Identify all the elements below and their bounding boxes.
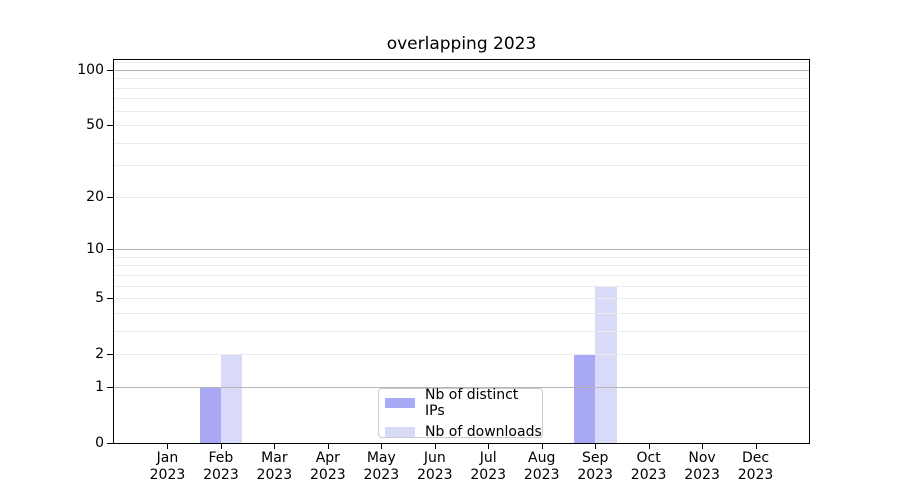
legend: Nb of distinct IPs Nb of downloads [378, 387, 543, 440]
y-tick-mark [107, 197, 114, 198]
bar-nb-of-distinct-ips [199, 386, 221, 443]
x-tick-mark [381, 444, 382, 449]
x-tick-label: Jan 2023 [149, 450, 186, 483]
gridline-minor [114, 143, 809, 144]
y-tick-mark [107, 387, 114, 388]
gridline-minor [114, 98, 809, 99]
x-tick-label: Oct 2023 [630, 450, 667, 483]
y-tick-label: 5 [95, 290, 104, 307]
x-tick-mark [274, 444, 275, 449]
x-tick-mark [221, 444, 222, 449]
y-tick-mark [107, 249, 114, 250]
x-tick-mark [488, 444, 489, 449]
legend-item-label: Nb of distinct IPs [425, 386, 519, 419]
gridline-minor [114, 265, 809, 266]
legend-swatch-icon [385, 397, 415, 408]
x-tick-label: Nov 2023 [684, 450, 720, 483]
y-tick-label: 100 [77, 61, 104, 78]
gridline-minor [114, 354, 809, 355]
x-tick-mark [328, 444, 329, 449]
gridline-major [114, 70, 809, 71]
y-tick-mark [107, 298, 114, 299]
gridline-minor [114, 62, 809, 63]
y-tick-mark [107, 70, 114, 71]
gridline-minor [114, 197, 809, 198]
gridline-minor [114, 298, 809, 299]
gridline-major [114, 387, 809, 388]
y-tick-label: 50 [86, 117, 104, 134]
gridline-minor [114, 331, 809, 332]
gridline-minor [114, 88, 809, 89]
bar-nb-of-downloads [220, 354, 243, 443]
x-tick-label: Aug 2023 [523, 450, 560, 483]
bar-nb-of-distinct-ips [573, 354, 596, 443]
legend-item-label: Nb of downloads [425, 423, 542, 440]
x-tick-label: Sep 2023 [577, 450, 613, 483]
x-tick-label: Dec 2023 [737, 450, 774, 483]
gridline-minor [114, 286, 809, 287]
gridline-minor [114, 275, 809, 276]
x-tick-mark [167, 444, 168, 449]
legend-item: Nb of distinct IPs [385, 387, 542, 419]
gridline-minor [114, 78, 809, 79]
legend-swatch-icon [385, 426, 415, 437]
y-tick-label: 10 [86, 241, 104, 258]
gridline-minor [114, 165, 809, 166]
x-tick-label: Apr 2023 [310, 450, 346, 483]
x-tick-mark [649, 444, 650, 449]
chart-title: overlapping 2023 [386, 34, 537, 54]
x-tick-mark [756, 444, 757, 449]
y-tick-label: 0 [95, 435, 104, 451]
x-tick-label: Feb 2023 [203, 450, 239, 483]
y-tick-label: 2 [95, 346, 104, 363]
gridline-major [114, 249, 809, 250]
x-tick-mark [435, 444, 436, 449]
gridline-minor [114, 125, 809, 126]
x-tick-label: Jun 2023 [416, 450, 453, 483]
x-tick-mark [595, 444, 596, 449]
y-tick-mark [107, 443, 114, 444]
y-tick-mark [107, 354, 114, 355]
x-tick-label: Jul 2023 [470, 450, 507, 483]
x-tick-label: Mar 2023 [256, 450, 293, 483]
gridline-minor [114, 257, 809, 258]
plot-area [107, 59, 810, 449]
y-tick-label: 20 [86, 188, 104, 205]
bar-nb-of-downloads [595, 285, 617, 443]
x-tick-mark [542, 444, 543, 449]
x-tick-label: May 2023 [363, 450, 400, 483]
legend-item: Nb of downloads [385, 424, 542, 440]
gridline-minor [114, 111, 809, 112]
y-tick-mark [107, 125, 114, 126]
y-tick-label: 1 [95, 378, 104, 395]
gridline-minor [114, 313, 809, 314]
x-tick-mark [702, 444, 703, 449]
